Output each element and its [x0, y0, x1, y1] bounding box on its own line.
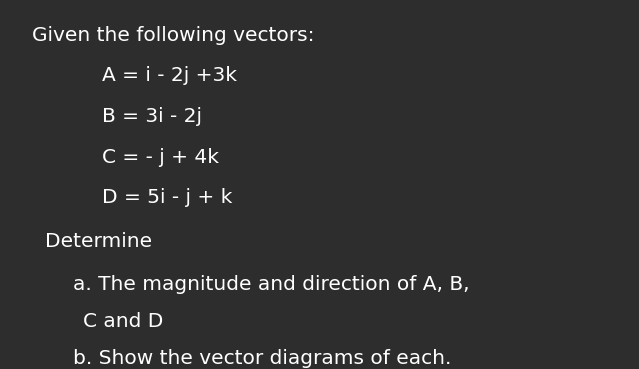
Text: C = - j + 4k: C = - j + 4k: [102, 148, 219, 166]
Text: A = i - 2j +3k: A = i - 2j +3k: [102, 66, 237, 85]
Text: Given the following vectors:: Given the following vectors:: [32, 26, 314, 45]
Text: a. The magnitude and direction of A, B,: a. The magnitude and direction of A, B,: [73, 275, 470, 294]
Text: B = 3i - 2j: B = 3i - 2j: [102, 107, 202, 126]
Text: Determine: Determine: [45, 232, 152, 251]
Text: b. Show the vector diagrams of each.: b. Show the vector diagrams of each.: [73, 349, 452, 368]
Text: D = 5i - j + k: D = 5i - j + k: [102, 188, 233, 207]
Text: C and D: C and D: [83, 312, 164, 331]
